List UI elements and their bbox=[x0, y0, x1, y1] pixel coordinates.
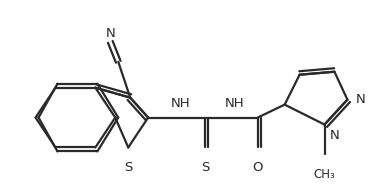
Text: O: O bbox=[252, 161, 263, 174]
Text: N: N bbox=[105, 27, 115, 40]
Text: N: N bbox=[356, 93, 365, 106]
Text: NH: NH bbox=[225, 97, 245, 110]
Text: S: S bbox=[201, 161, 209, 174]
Text: NH: NH bbox=[171, 97, 191, 110]
Text: S: S bbox=[124, 161, 132, 174]
Text: N: N bbox=[329, 129, 339, 142]
Text: CH₃: CH₃ bbox=[314, 168, 335, 181]
